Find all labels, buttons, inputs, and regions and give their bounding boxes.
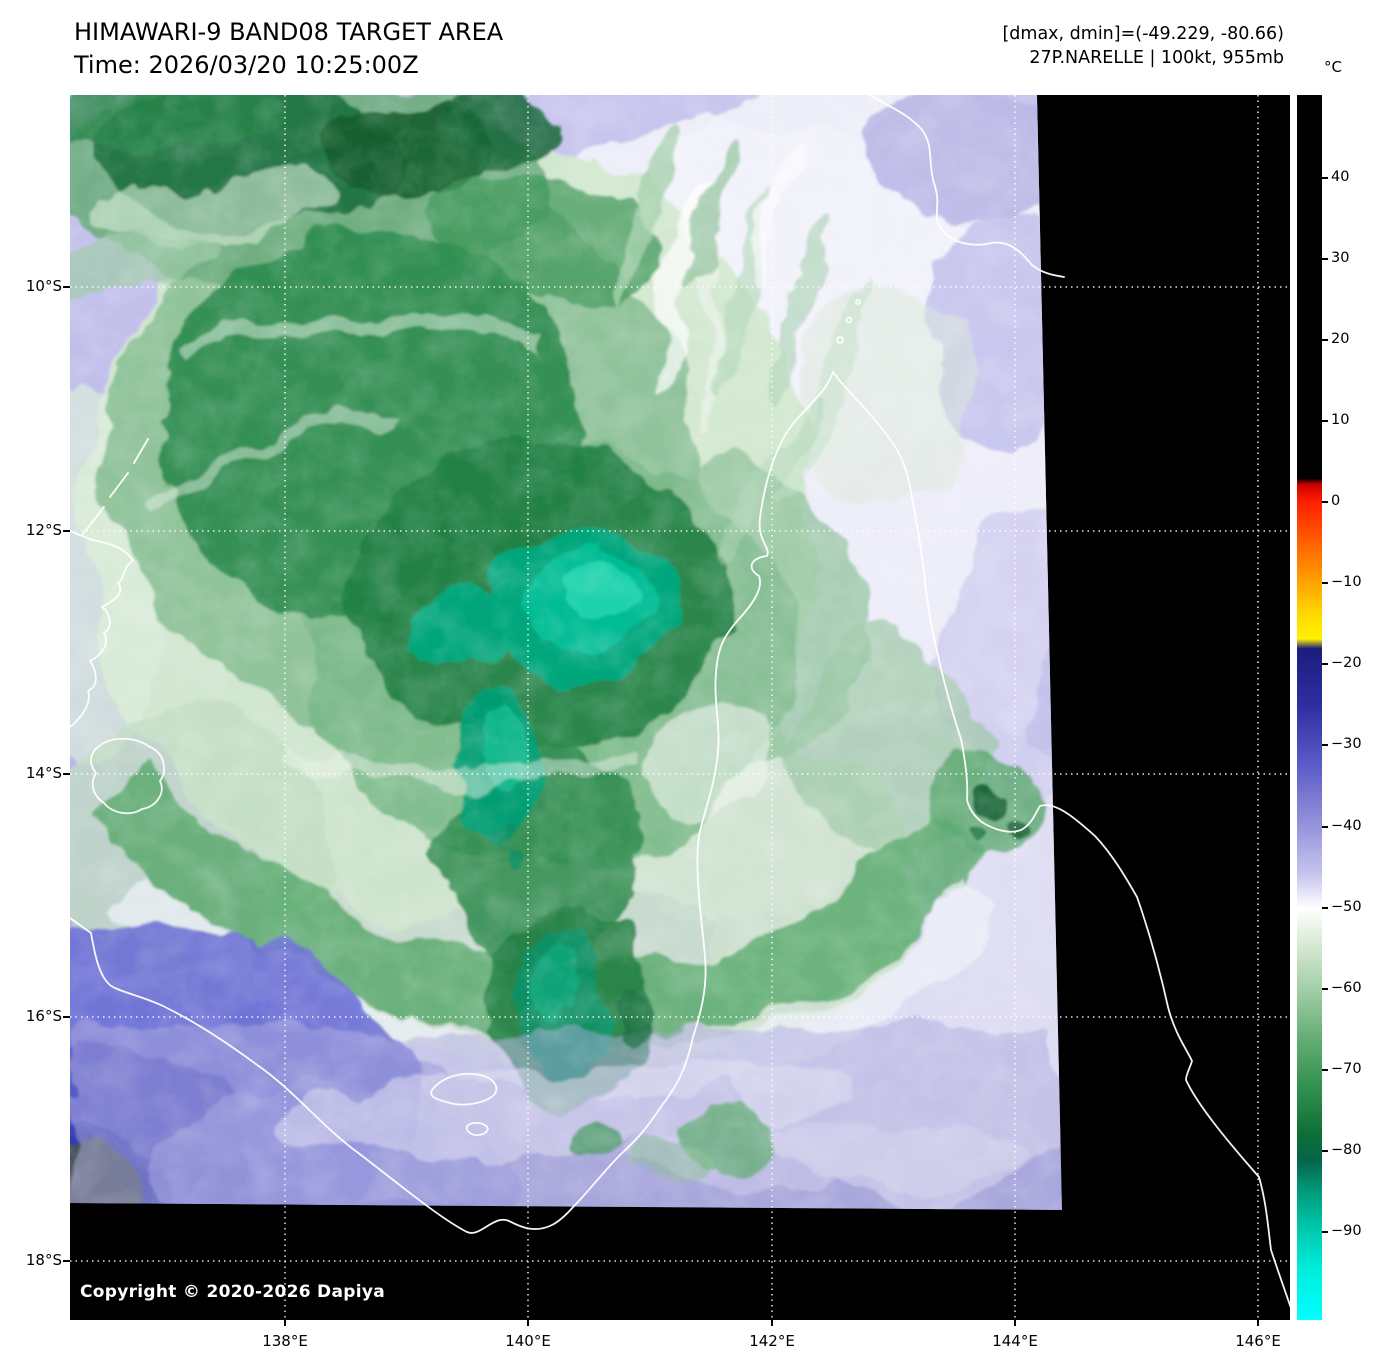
coastline-groote-eylandt <box>90 737 165 815</box>
colorbar-tick <box>1322 1231 1328 1233</box>
x-axis-tick <box>527 1320 529 1326</box>
lat-axis-label: 10°S <box>25 277 62 295</box>
colorbar-tick <box>1322 663 1328 665</box>
colorbar-tick <box>1322 907 1328 909</box>
colorbar-tick <box>1322 339 1328 341</box>
y-axis-tick <box>63 530 70 532</box>
colorbar-tick-label: 40 <box>1331 169 1350 185</box>
colorbar-tick-label: −90 <box>1331 1223 1362 1239</box>
coastline-wessel-islands <box>81 438 149 536</box>
colorbar-tick <box>1322 1069 1328 1071</box>
satellite-image <box>70 95 1290 1320</box>
y-axis-tick <box>63 773 70 775</box>
copyright-label: Copyright © 2020-2026 Dapiya <box>80 1282 385 1302</box>
coastline-arnhem <box>70 530 134 728</box>
lat-axis-label: 14°S <box>25 764 62 782</box>
dmax-dmin-label: [dmax, dmin]=(-49.229, -80.66) <box>1002 24 1284 44</box>
coastline-overlay <box>70 95 1290 1309</box>
y-axis-tick <box>63 1260 70 1262</box>
colorbar-tick-label: 30 <box>1331 250 1350 266</box>
colorbar-tick <box>1322 582 1328 584</box>
coastline-png <box>869 95 1065 278</box>
lon-axis-label: 146°E <box>1235 1332 1281 1350</box>
colorbar-tick-label: −60 <box>1331 980 1362 996</box>
colorbar-tick <box>1322 258 1328 260</box>
y-axis-tick <box>63 1016 70 1018</box>
torres-strait-island <box>855 299 861 305</box>
colorbar-tick <box>1322 177 1328 179</box>
torres-strait-island <box>845 316 853 324</box>
colorbar-tick-label: −30 <box>1331 736 1362 752</box>
colorbar-tick <box>1322 501 1328 503</box>
coastline-qld-east <box>832 371 1290 1309</box>
x-axis-tick <box>771 1320 773 1326</box>
lat-axis-label: 12°S <box>25 521 62 539</box>
colorbar-tick <box>1322 744 1328 746</box>
figure-title-block: HIMAWARI-9 BAND08 TARGET AREA Time: 2026… <box>74 16 503 82</box>
lon-axis-label: 144°E <box>992 1332 1038 1350</box>
coastline-gulf-west <box>70 371 834 1234</box>
coastline-bentinck-island <box>465 1122 489 1136</box>
cloud-field <box>70 95 1062 1210</box>
lon-axis-label: 142°E <box>749 1332 795 1350</box>
colorbar-tick-label: −20 <box>1331 655 1362 671</box>
colorbar-tick <box>1322 1150 1328 1152</box>
storm-info-label: 27P.NARELLE | 100kt, 955mb <box>1029 48 1284 68</box>
colorbar-tick <box>1322 420 1328 422</box>
x-axis-tick <box>1257 1320 1259 1326</box>
x-axis-tick <box>284 1320 286 1326</box>
colorbar-tick <box>1322 826 1328 828</box>
temperature-colorbar <box>1297 95 1322 1320</box>
coastline-mornington-island <box>430 1072 498 1106</box>
page-title: HIMAWARI-9 BAND08 TARGET AREA <box>74 18 504 46</box>
colorbar-tick-label: 10 <box>1331 412 1350 428</box>
colorbar-tick-label: −40 <box>1331 818 1362 834</box>
colorbar-tick-label: 0 <box>1331 493 1341 509</box>
colorbar-tick-label: −50 <box>1331 899 1362 915</box>
torres-strait-island <box>836 336 844 344</box>
x-axis-tick <box>1014 1320 1016 1326</box>
lat-axis-label: 18°S <box>25 1251 62 1269</box>
lat-axis-label: 16°S <box>25 1007 62 1025</box>
figure-info-block: [dmax, dmin]=(-49.229, -80.66) 27P.NAREL… <box>1002 22 1284 70</box>
satellite-map: Copyright © 2020-2026 Dapiya <box>70 95 1290 1320</box>
lon-axis-label: 138°E <box>262 1332 308 1350</box>
colorbar-tick-label: −80 <box>1331 1142 1362 1158</box>
y-axis-tick <box>63 286 70 288</box>
colorbar-tick-label: −70 <box>1331 1061 1362 1077</box>
colorbar-tick-label: −10 <box>1331 574 1362 590</box>
colorbar-unit-label: °C <box>1324 58 1342 76</box>
time-label: Time: 2026/03/20 10:25:00Z <box>74 51 419 79</box>
colorbar-tick-label: 20 <box>1331 331 1350 347</box>
colorbar-tick <box>1322 988 1328 990</box>
lon-axis-label: 140°E <box>505 1332 551 1350</box>
